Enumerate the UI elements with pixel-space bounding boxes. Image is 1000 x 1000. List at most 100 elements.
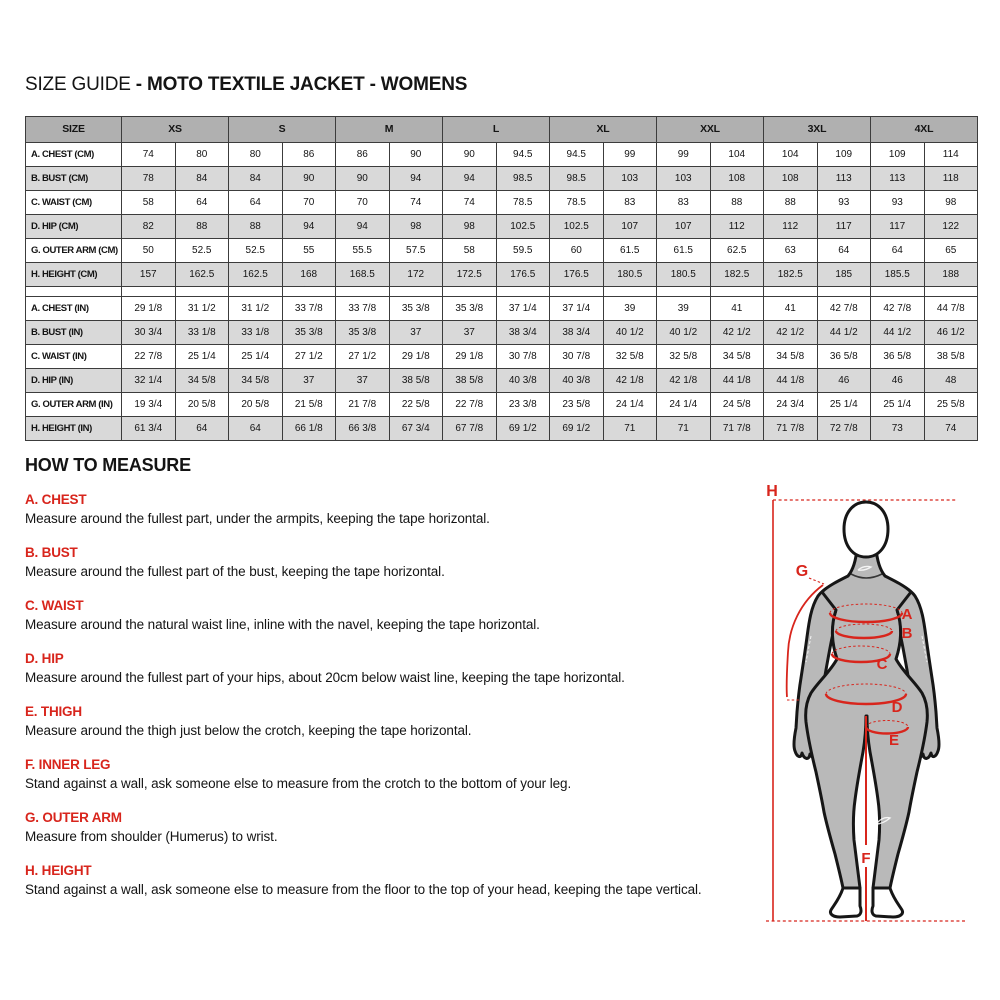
value-cell: 99 <box>656 142 711 167</box>
measurement-figure: H G A B C D E F <box>766 483 966 922</box>
table-row: C. WAIST (IN) 22 7/8 25 1/4 25 1/4 27 1/2 27 … <box>25 344 978 369</box>
value-cell: 64 <box>228 416 283 441</box>
value-cell: 176.5 <box>549 262 604 287</box>
value-cell: 22 5/8 <box>388 392 443 417</box>
chest-logo <box>857 565 873 571</box>
row-label: G. OUTER ARM (CM) <box>25 238 122 263</box>
value-cell: 180.5 <box>656 262 711 287</box>
row-label: C. WAIST (IN) <box>25 344 122 369</box>
measure-section-label: B. BUST <box>25 545 78 560</box>
value-cell: 114 <box>923 142 978 167</box>
value-cell: 31 1/2 <box>228 296 283 321</box>
value-cell: 185.5 <box>870 262 925 287</box>
value-cell: 109 <box>816 142 871 167</box>
value-cell: 82 <box>121 214 176 239</box>
label-a: A <box>902 606 913 623</box>
value-cell: 64 <box>228 190 283 215</box>
value-cell: 108 <box>763 166 818 191</box>
value-cell: 55 <box>281 238 336 263</box>
value-cell: 42 7/8 <box>870 296 925 321</box>
measure-section: H. HEIGHT Stand against a wall, ask someo… <box>25 863 740 897</box>
value-cell: 66 3/8 <box>335 416 390 441</box>
value-cell: 102.5 <box>495 214 550 239</box>
label-e: E <box>889 732 899 749</box>
value-cell: 88 <box>228 214 283 239</box>
how-to-measure: HOW TO MEASURE A. CHEST Measure around th… <box>25 455 740 916</box>
measure-section-label: A. CHEST <box>25 492 87 507</box>
value-cell: 185 <box>816 262 871 287</box>
measure-section-text: Measure around the thigh just below the … <box>25 723 472 738</box>
measure-section: G. OUTER ARM Measure from shoulder (Humer… <box>25 810 740 844</box>
right-foot <box>870 886 904 919</box>
value-cell: 20 5/8 <box>228 392 283 417</box>
value-cell: 74 <box>923 416 978 441</box>
value-cell: 37 1/4 <box>495 296 550 321</box>
value-cell: 24 1/4 <box>602 392 657 417</box>
row-label: A. CHEST (CM) <box>25 142 122 167</box>
table-header-row: SIZE XS S M L XL XXL 3XL 4XL <box>25 116 978 143</box>
value-cell: 64 <box>174 416 229 441</box>
value-cell: 67 7/8 <box>442 416 497 441</box>
figure-head <box>842 500 890 559</box>
table-row: B. BUST (CM) 78 84 84 90 90 94 94 98.5 98.5 103 103… <box>25 166 978 191</box>
row-label: H. HEIGHT (IN) <box>25 416 122 441</box>
value-cell: 30 7/8 <box>495 344 550 369</box>
value-cell: 98.5 <box>495 166 550 191</box>
value-cell: 32 5/8 <box>656 344 711 369</box>
value-cell: 30 7/8 <box>549 344 604 369</box>
table-row: G. OUTER ARM (CM) 50 52.5 52.5 55 55.5 57.5 58 5… <box>25 238 978 263</box>
value-cell: 64 <box>816 238 871 263</box>
measure-section: B. BUST Measure around the fullest part o… <box>25 545 740 579</box>
value-cell: 98 <box>442 214 497 239</box>
value-cell: 107 <box>602 214 657 239</box>
value-cell: 69 1/2 <box>495 416 550 441</box>
label-d: D <box>892 699 903 716</box>
table-row: A. CHEST (IN) 29 1/8 31 1/2 31 1/2 33 7/8 33 … <box>25 296 978 321</box>
size-column-header: XXL <box>656 116 764 143</box>
value-cell: 94.5 <box>495 142 550 167</box>
value-cell: 35 3/8 <box>388 296 443 321</box>
value-cell: 86 <box>335 142 390 167</box>
measure-section-label: F. INNER LEG <box>25 757 111 772</box>
value-cell: 32 1/4 <box>121 368 176 393</box>
value-cell: 38 3/4 <box>549 320 604 345</box>
value-cell: 98 <box>388 214 443 239</box>
value-cell: 64 <box>174 190 229 215</box>
value-cell: 72 7/8 <box>816 416 871 441</box>
value-cell: 33 1/8 <box>228 320 283 345</box>
value-cell: 44 1/2 <box>816 320 871 345</box>
value-cell: 73 <box>870 416 925 441</box>
value-cell: 94 <box>388 166 443 191</box>
value-cell: 65 <box>923 238 978 263</box>
row-label: D. HIP (IN) <box>25 368 122 393</box>
value-cell: 103 <box>602 166 657 191</box>
size-column-header: XS <box>121 116 229 143</box>
value-cell: 24 5/8 <box>709 392 764 417</box>
page-title: SIZE GUIDE - MOTO TEXTILE JACKET - WOMEN… <box>25 74 467 96</box>
thigh-ellipse <box>864 720 910 735</box>
size-column-header: 3XL <box>763 116 871 143</box>
value-cell: 80 <box>174 142 229 167</box>
value-cell: 29 1/8 <box>388 344 443 369</box>
size-column-header: 4XL <box>870 116 978 143</box>
value-cell: 83 <box>602 190 657 215</box>
table-row: H. HEIGHT (CM) 157 162.5 162.5 168 168.5 172 17… <box>25 262 978 287</box>
value-cell: 34 5/8 <box>763 344 818 369</box>
value-cell: 32 5/8 <box>602 344 657 369</box>
value-cell: 46 1/2 <box>923 320 978 345</box>
figure-feet <box>829 886 904 919</box>
value-cell: 94 <box>335 214 390 239</box>
measure-section: D. HIP Measure around the fullest part of… <box>25 651 740 685</box>
measure-section-label: E. THIGH <box>25 704 82 719</box>
value-cell: 74 <box>388 190 443 215</box>
outer-arm-measure-line <box>785 577 825 701</box>
value-cell: 90 <box>281 166 336 191</box>
value-cell: 113 <box>870 166 925 191</box>
measure-section: A. CHEST Measure around the fullest part,… <box>25 492 740 526</box>
value-cell: 74 <box>442 190 497 215</box>
value-cell: 94 <box>442 166 497 191</box>
value-cell: 21 7/8 <box>335 392 390 417</box>
value-cell: 60 <box>549 238 604 263</box>
value-cell: 33 7/8 <box>281 296 336 321</box>
value-cell: 84 <box>228 166 283 191</box>
